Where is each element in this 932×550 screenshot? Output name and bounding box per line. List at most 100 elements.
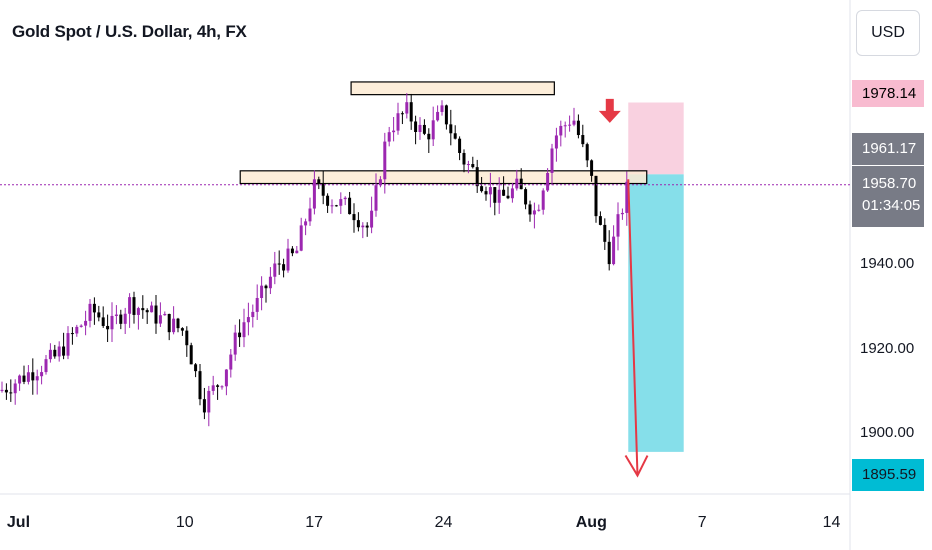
candle-body	[172, 318, 176, 333]
candle-body	[312, 179, 316, 209]
candle-body	[383, 141, 387, 180]
candle-body	[233, 332, 237, 355]
down-arrow-icon	[598, 98, 621, 123]
candle-body	[620, 212, 624, 215]
candle-body	[180, 328, 184, 331]
current-price-tag: 1958.70 01:34:05	[852, 166, 924, 227]
candle-body	[576, 120, 580, 136]
candle-body	[132, 297, 136, 315]
annotation-layer	[239, 81, 684, 452]
candle-body	[480, 186, 484, 192]
candle-body	[475, 167, 479, 187]
candle-body	[568, 124, 572, 126]
entry-price-tag: 1961.17	[852, 133, 924, 165]
candle-body	[409, 102, 413, 122]
candle-body	[299, 225, 303, 251]
candle-body	[330, 205, 334, 207]
candle-body	[141, 308, 145, 311]
candle-body	[66, 333, 70, 356]
candle-body	[550, 148, 554, 173]
candle-body	[0, 389, 4, 391]
candle-body	[418, 124, 422, 133]
candle-body	[18, 375, 22, 384]
candle-body	[84, 320, 88, 326]
y-tick-label: 1920.00	[860, 339, 915, 357]
candle-body	[44, 359, 48, 373]
candle-body	[444, 105, 448, 125]
chart-title: Gold Spot / U.S. Dollar, 4h, FX	[12, 22, 247, 41]
candle-body	[519, 178, 523, 190]
overlay-layer	[0, 98, 850, 478]
candle-body	[202, 399, 206, 413]
candle-body	[541, 190, 545, 210]
candle-body	[207, 390, 211, 413]
candle-body	[497, 189, 501, 203]
candle-body	[22, 375, 26, 382]
candle-body	[378, 179, 382, 186]
candle-body	[286, 248, 290, 271]
x-tick-label: 24	[434, 514, 453, 531]
candle-body	[458, 138, 462, 153]
candle-body	[365, 225, 369, 228]
candle-body	[150, 305, 154, 313]
candle-body	[185, 330, 189, 346]
target-top-price-tag: 1978.14	[852, 80, 924, 107]
candle-body	[35, 376, 39, 381]
candle-body	[198, 371, 202, 400]
candle-body	[62, 346, 66, 356]
candle-body	[326, 195, 330, 206]
candle-body	[255, 297, 259, 312]
candle-body	[290, 248, 294, 254]
candle-body	[31, 372, 35, 381]
candle-body	[79, 325, 83, 327]
candle-body	[110, 315, 114, 330]
candle-body	[145, 310, 149, 313]
candle-body	[449, 124, 453, 134]
candle-body	[598, 216, 602, 225]
candle-body	[515, 178, 519, 189]
candle-body	[321, 183, 325, 196]
candle-body	[282, 264, 286, 271]
candle-body	[524, 189, 528, 205]
countdown-timer: 01:34:05	[862, 197, 921, 214]
target-bottom-price-tag: 1895.59	[852, 459, 924, 491]
candle-body	[348, 197, 352, 215]
candle-body	[308, 208, 312, 222]
candle-body	[546, 172, 550, 191]
candle-body	[317, 179, 321, 184]
candle-body	[295, 250, 299, 254]
candle-body	[493, 187, 497, 203]
candle-body	[277, 263, 281, 265]
y-tick-label: 1900.00	[860, 424, 915, 442]
candle-body	[13, 383, 17, 394]
candle-body	[57, 346, 61, 357]
candle-body	[273, 263, 277, 277]
candle-body	[607, 241, 611, 265]
candle-body	[48, 349, 52, 360]
candle-body	[189, 345, 193, 365]
candle-body	[572, 120, 576, 125]
candle-body	[502, 189, 506, 196]
projection-arrowhead	[624, 455, 649, 478]
candle-body	[26, 372, 30, 382]
candle-body	[268, 276, 272, 289]
candle-body	[392, 130, 396, 133]
candle-body	[40, 372, 44, 377]
x-tick-label: Jul	[6, 514, 31, 531]
x-tick-label: 14	[822, 514, 841, 531]
candle-body	[581, 135, 585, 145]
candle-body	[585, 144, 589, 161]
candle-body	[400, 113, 404, 115]
candle-body	[9, 392, 13, 394]
candle-body	[158, 315, 162, 324]
current-price-value: 1958.70	[862, 175, 917, 192]
candle-body	[154, 305, 158, 324]
candle-body	[119, 314, 123, 324]
candle-body	[92, 303, 96, 313]
candle-body	[559, 125, 563, 136]
currency-button[interactable]: USD	[856, 10, 920, 56]
candle-body	[506, 195, 510, 199]
candle-body	[75, 326, 79, 334]
candle-body	[251, 311, 255, 318]
